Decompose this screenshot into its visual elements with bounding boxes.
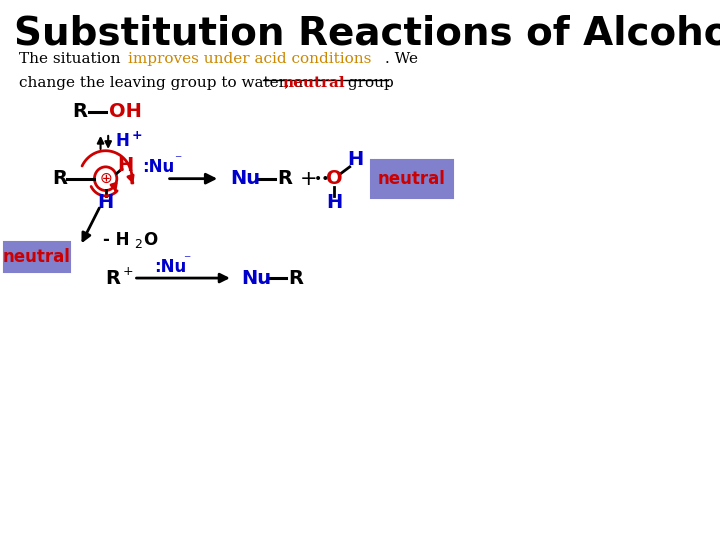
Text: H: H bbox=[97, 193, 114, 212]
Text: ••: •• bbox=[314, 172, 330, 186]
Text: H: H bbox=[326, 193, 343, 212]
FancyBboxPatch shape bbox=[4, 242, 70, 272]
Text: +: + bbox=[300, 168, 318, 188]
Text: R: R bbox=[277, 169, 292, 188]
Text: group: group bbox=[343, 76, 394, 90]
Text: change the leaving group to water, a: change the leaving group to water, a bbox=[19, 76, 308, 90]
Text: Substitution Reactions of Alcohols: Substitution Reactions of Alcohols bbox=[14, 15, 720, 53]
Text: :Nu: :Nu bbox=[154, 258, 186, 276]
Text: ⁻: ⁻ bbox=[184, 253, 191, 267]
Text: neutral: neutral bbox=[378, 170, 446, 188]
FancyBboxPatch shape bbox=[371, 160, 454, 198]
Text: . We: . We bbox=[385, 52, 418, 66]
Text: improves under acid conditions: improves under acid conditions bbox=[127, 52, 371, 66]
Text: +: + bbox=[122, 265, 133, 278]
Text: ⊕: ⊕ bbox=[99, 171, 112, 186]
Text: The situation: The situation bbox=[19, 52, 125, 66]
Text: O: O bbox=[143, 232, 157, 249]
Text: neutral: neutral bbox=[282, 76, 345, 90]
Text: H: H bbox=[348, 150, 364, 170]
Text: Nu: Nu bbox=[241, 268, 271, 288]
Text: ⁻: ⁻ bbox=[174, 153, 181, 167]
Text: R: R bbox=[53, 169, 68, 188]
Text: H: H bbox=[116, 132, 130, 150]
Text: H: H bbox=[117, 156, 133, 175]
Text: +: + bbox=[132, 129, 143, 142]
Text: R: R bbox=[73, 102, 88, 121]
Text: :Nu: :Nu bbox=[143, 158, 174, 176]
Text: Nu: Nu bbox=[230, 169, 261, 188]
Text: OH: OH bbox=[109, 102, 142, 121]
Text: - H: - H bbox=[103, 232, 130, 249]
Text: O: O bbox=[326, 169, 343, 188]
Text: neutral: neutral bbox=[3, 248, 71, 266]
Text: .: . bbox=[385, 76, 390, 90]
Text: R: R bbox=[289, 268, 304, 288]
Text: 2: 2 bbox=[135, 238, 143, 251]
Text: R: R bbox=[106, 268, 121, 288]
